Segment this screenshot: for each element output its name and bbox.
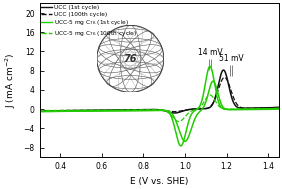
Line: UCC-5 mg C$_{76}$ (1st cycle): UCC-5 mg C$_{76}$ (1st cycle) (39, 66, 279, 146)
UCC (100th cycle) (148, 108, 151, 111)
UCC (100th cycle) (270, 107, 274, 109)
UCC (100th cycle) (223, 76, 226, 79)
UCC-5 mg C$_{76}$ (100th cycle) (177, 120, 180, 123)
Line: UCC (100th cycle): UCC (100th cycle) (39, 77, 279, 112)
UCC-5 mg C$_{76}$ (1st cycle) (208, 65, 212, 67)
UCC (1st cycle) (173, 112, 176, 114)
UCC-5 mg C$_{76}$ (1st cycle) (277, 107, 280, 109)
UCC-5 mg C$_{76}$ (1st cycle) (270, 108, 274, 110)
UCC-5 mg C$_{76}$ (100th cycle) (270, 108, 274, 110)
UCC (1st cycle) (277, 106, 280, 108)
UCC (1st cycle) (270, 107, 274, 109)
X-axis label: E (V vs. SHE): E (V vs. SHE) (130, 177, 188, 186)
UCC (1st cycle) (222, 69, 225, 71)
UCC-5 mg C$_{76}$ (100th cycle) (270, 108, 274, 110)
UCC (100th cycle) (50, 109, 53, 112)
UCC-5 mg C$_{76}$ (100th cycle) (226, 108, 230, 110)
UCC (1st cycle) (270, 107, 274, 109)
UCC-5 mg C$_{76}$ (100th cycle) (154, 109, 157, 111)
Line: UCC-5 mg C$_{76}$ (100th cycle): UCC-5 mg C$_{76}$ (100th cycle) (39, 95, 279, 122)
UCC (100th cycle) (270, 107, 274, 109)
Y-axis label: J (mA cm$^{-2}$): J (mA cm$^{-2}$) (3, 53, 18, 108)
UCC-5 mg C$_{76}$ (1st cycle) (50, 110, 53, 112)
UCC-5 mg C$_{76}$ (100th cycle) (38, 109, 41, 112)
Text: 14 mV: 14 mV (198, 48, 222, 57)
UCC (1st cycle) (226, 81, 230, 83)
UCC (100th cycle) (226, 81, 230, 83)
UCC-5 mg C$_{76}$ (1st cycle) (179, 145, 182, 147)
UCC (100th cycle) (277, 107, 280, 109)
UCC (100th cycle) (154, 108, 157, 111)
UCC-5 mg C$_{76}$ (1st cycle) (154, 109, 157, 111)
UCC-5 mg C$_{76}$ (1st cycle) (148, 109, 151, 111)
UCC-5 mg C$_{76}$ (100th cycle) (208, 94, 212, 96)
UCC (1st cycle) (154, 108, 157, 111)
UCC-5 mg C$_{76}$ (100th cycle) (148, 109, 151, 111)
UCC (100th cycle) (173, 111, 176, 113)
UCC-5 mg C$_{76}$ (1st cycle) (226, 108, 230, 110)
UCC (1st cycle) (148, 108, 151, 111)
UCC-5 mg C$_{76}$ (1st cycle) (270, 108, 274, 110)
UCC-5 mg C$_{76}$ (100th cycle) (277, 108, 280, 110)
UCC (100th cycle) (38, 110, 41, 112)
Legend: UCC (1st cycle), UCC (100th cycle), UCC-5 mg C$_{76}$ (1st cycle), UCC-5 mg C$_{: UCC (1st cycle), UCC (100th cycle), UCC-… (41, 5, 138, 38)
UCC-5 mg C$_{76}$ (100th cycle) (50, 109, 53, 112)
UCC (1st cycle) (38, 110, 41, 112)
UCC (1st cycle) (50, 110, 53, 112)
Line: UCC (1st cycle): UCC (1st cycle) (39, 70, 279, 113)
UCC-5 mg C$_{76}$ (1st cycle) (38, 110, 41, 113)
Text: 51 mV: 51 mV (219, 54, 244, 64)
